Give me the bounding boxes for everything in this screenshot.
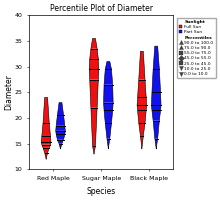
- Polygon shape: [45, 153, 48, 159]
- Polygon shape: [105, 123, 112, 139]
- Polygon shape: [91, 38, 97, 49]
- Polygon shape: [93, 146, 95, 154]
- Polygon shape: [89, 59, 99, 69]
- Polygon shape: [105, 62, 112, 69]
- Polygon shape: [42, 123, 50, 136]
- Polygon shape: [137, 105, 147, 110]
- Polygon shape: [153, 121, 159, 139]
- Polygon shape: [104, 69, 113, 85]
- Polygon shape: [90, 49, 98, 59]
- Polygon shape: [104, 85, 113, 103]
- Polygon shape: [57, 140, 64, 144]
- Polygon shape: [41, 136, 51, 142]
- Polygon shape: [107, 139, 110, 149]
- Polygon shape: [43, 148, 49, 153]
- Polygon shape: [59, 144, 62, 149]
- Polygon shape: [91, 108, 97, 146]
- Polygon shape: [56, 134, 65, 140]
- Polygon shape: [42, 145, 50, 148]
- Polygon shape: [104, 103, 113, 110]
- Polygon shape: [138, 110, 146, 123]
- Title: Percentile Plot of Diameter: Percentile Plot of Diameter: [50, 4, 153, 13]
- Polygon shape: [139, 123, 145, 136]
- Polygon shape: [151, 92, 161, 105]
- Polygon shape: [56, 131, 65, 134]
- Polygon shape: [140, 136, 143, 149]
- Polygon shape: [155, 139, 158, 149]
- Polygon shape: [152, 69, 161, 92]
- Polygon shape: [56, 115, 65, 126]
- Polygon shape: [151, 105, 161, 110]
- Polygon shape: [139, 51, 145, 79]
- Polygon shape: [56, 126, 65, 131]
- X-axis label: Species: Species: [86, 187, 116, 196]
- Polygon shape: [57, 103, 64, 115]
- Polygon shape: [43, 97, 49, 123]
- Polygon shape: [90, 79, 98, 108]
- Polygon shape: [138, 79, 146, 97]
- Y-axis label: Diameter: Diameter: [4, 74, 13, 110]
- Polygon shape: [41, 142, 51, 145]
- Polygon shape: [137, 97, 147, 105]
- Polygon shape: [104, 110, 113, 123]
- Polygon shape: [89, 69, 99, 79]
- Polygon shape: [153, 46, 159, 69]
- Polygon shape: [152, 110, 161, 121]
- Legend: Sunlight, Full Sun, Part Sun, Percentiles, 90.0 to 100.0, 75.0 to 90.0, 55.0 to : Sunlight, Full Sun, Part Sun, Percentile…: [177, 18, 216, 78]
